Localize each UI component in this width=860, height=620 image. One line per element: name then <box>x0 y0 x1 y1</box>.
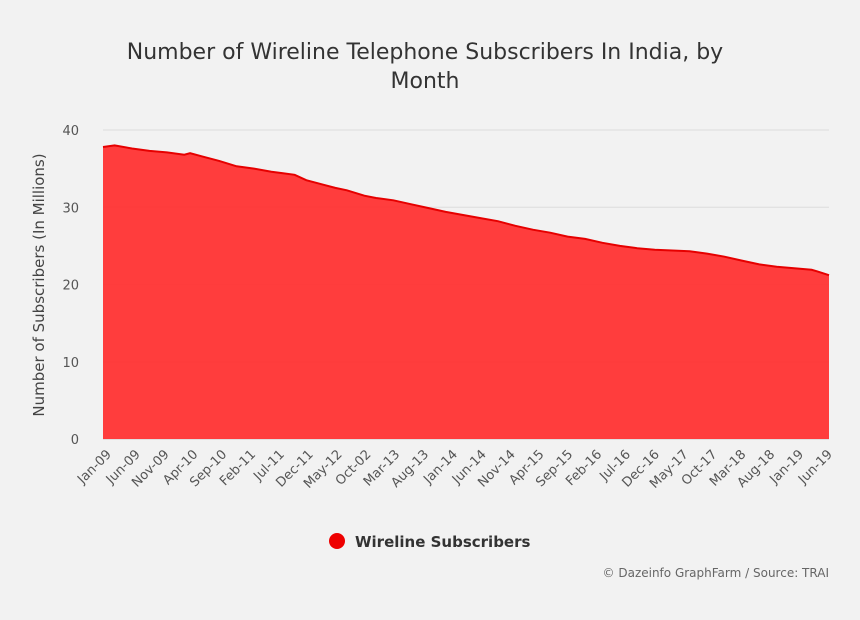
y-tick-label: 20 <box>62 279 79 294</box>
y-tick-label: 0 <box>71 433 79 448</box>
y-tick-label: 10 <box>62 356 79 371</box>
chart-title-line-2: Month <box>391 69 460 94</box>
x-axis-ticks: Jan-09Jun-09Nov-09Apr-10Sep-10Feb-11Jul-… <box>74 447 836 491</box>
legend[interactable]: Wireline Subscribers <box>329 533 531 551</box>
legend-label: Wireline Subscribers <box>355 533 531 551</box>
chart-title-line-1: Number of Wireline Telephone Subscribers… <box>127 40 723 65</box>
y-axis-label: Number of Subscribers (In Millions) <box>30 153 48 416</box>
y-axis-ticks: 0 10 20 30 40 <box>62 124 79 448</box>
plot-area <box>102 144 830 439</box>
series-area-wireline-subscribers[interactable] <box>103 145 829 439</box>
credit-text: © Dazeinfo GraphFarm / Source: TRAI <box>603 566 829 580</box>
series-line-wireline-subscribers[interactable] <box>102 144 830 277</box>
chart-title: Number of Wireline Telephone Subscribers… <box>127 40 723 94</box>
y-tick-label: 40 <box>62 124 79 139</box>
legend-marker <box>329 533 345 549</box>
y-tick-label: 30 <box>62 201 79 216</box>
